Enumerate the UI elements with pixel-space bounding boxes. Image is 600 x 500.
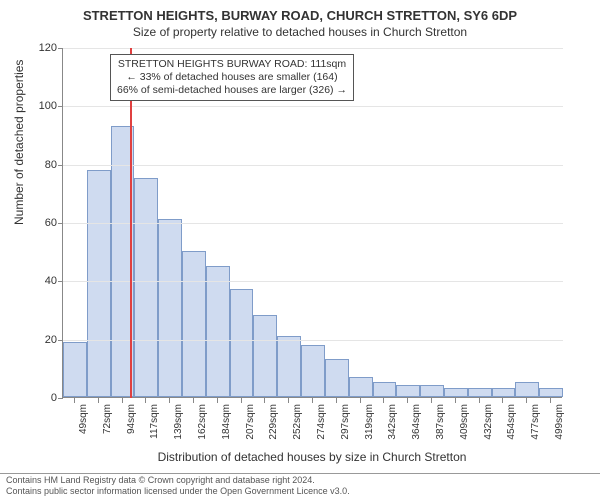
histogram-bar xyxy=(396,385,420,397)
x-tick-mark xyxy=(122,398,123,403)
histogram-bar xyxy=(373,382,397,397)
chart-subtitle: Size of property relative to detached ho… xyxy=(0,23,600,39)
y-tick-mark xyxy=(58,223,63,224)
footer-divider xyxy=(0,473,600,474)
y-tick-label: 80 xyxy=(31,159,57,171)
histogram-bar xyxy=(301,345,325,398)
histogram-bar xyxy=(468,388,492,397)
x-tick-mark xyxy=(479,398,480,403)
grid-line xyxy=(63,340,563,341)
annotation-line-1: STRETTON HEIGHTS BURWAY ROAD: 111sqm xyxy=(117,58,347,71)
histogram-bar xyxy=(253,315,277,397)
histogram-bar xyxy=(134,178,158,397)
annotation-line-2: ← 33% of detached houses are smaller (16… xyxy=(117,71,347,84)
histogram-bar xyxy=(492,388,516,397)
y-tick-label: 120 xyxy=(31,42,57,54)
chart-title: STRETTON HEIGHTS, BURWAY ROAD, CHURCH ST… xyxy=(0,0,600,23)
y-tick-mark xyxy=(58,398,63,399)
grid-line xyxy=(63,165,563,166)
x-tick-mark xyxy=(193,398,194,403)
y-tick-mark xyxy=(58,48,63,49)
grid-line xyxy=(63,223,563,224)
y-tick-label: 0 xyxy=(31,392,57,404)
x-tick-mark xyxy=(241,398,242,403)
histogram-bar xyxy=(325,359,349,397)
y-tick-mark xyxy=(58,340,63,341)
x-tick-mark xyxy=(217,398,218,403)
histogram-bar xyxy=(158,219,182,397)
x-tick-mark xyxy=(502,398,503,403)
y-tick-mark xyxy=(58,165,63,166)
x-tick-mark xyxy=(383,398,384,403)
x-tick-mark xyxy=(264,398,265,403)
histogram-bar xyxy=(63,342,87,397)
grid-line xyxy=(63,106,563,107)
histogram-bar xyxy=(539,388,563,397)
x-tick-mark xyxy=(98,398,99,403)
x-tick-mark xyxy=(407,398,408,403)
annotation-line-3: 66% of semi-detached houses are larger (… xyxy=(117,84,347,97)
x-tick-mark xyxy=(169,398,170,403)
histogram-bar xyxy=(515,382,539,397)
y-tick-label: 100 xyxy=(31,100,57,112)
x-tick-mark xyxy=(312,398,313,403)
x-tick-mark xyxy=(550,398,551,403)
x-tick-mark xyxy=(526,398,527,403)
x-tick-mark xyxy=(455,398,456,403)
histogram-bar xyxy=(444,388,468,397)
grid-line xyxy=(63,281,563,282)
y-tick-mark xyxy=(58,106,63,107)
x-tick-mark xyxy=(74,398,75,403)
histogram-bar xyxy=(349,377,373,397)
histogram-bar xyxy=(230,289,254,397)
y-tick-label: 20 xyxy=(31,334,57,346)
histogram-bar xyxy=(277,336,301,397)
x-tick-mark xyxy=(360,398,361,403)
grid-line xyxy=(63,48,563,49)
x-tick-mark xyxy=(431,398,432,403)
x-axis-label: Distribution of detached houses by size … xyxy=(62,450,562,464)
x-tick-mark xyxy=(145,398,146,403)
footer-attribution: Contains HM Land Registry data © Crown c… xyxy=(6,475,594,497)
footer-line-1: Contains HM Land Registry data © Crown c… xyxy=(6,475,594,486)
x-tick-mark xyxy=(336,398,337,403)
y-axis-label: Number of detached properties xyxy=(12,60,26,225)
histogram-bar xyxy=(87,170,111,398)
histogram-bar xyxy=(206,266,230,397)
y-tick-mark xyxy=(58,281,63,282)
footer-line-2: Contains public sector information licen… xyxy=(6,486,594,497)
y-tick-label: 40 xyxy=(31,275,57,287)
y-tick-label: 60 xyxy=(31,217,57,229)
histogram-bar xyxy=(182,251,206,397)
histogram-bar xyxy=(420,385,444,397)
annotation-box: STRETTON HEIGHTS BURWAY ROAD: 111sqm ← 3… xyxy=(110,54,354,101)
x-tick-mark xyxy=(288,398,289,403)
